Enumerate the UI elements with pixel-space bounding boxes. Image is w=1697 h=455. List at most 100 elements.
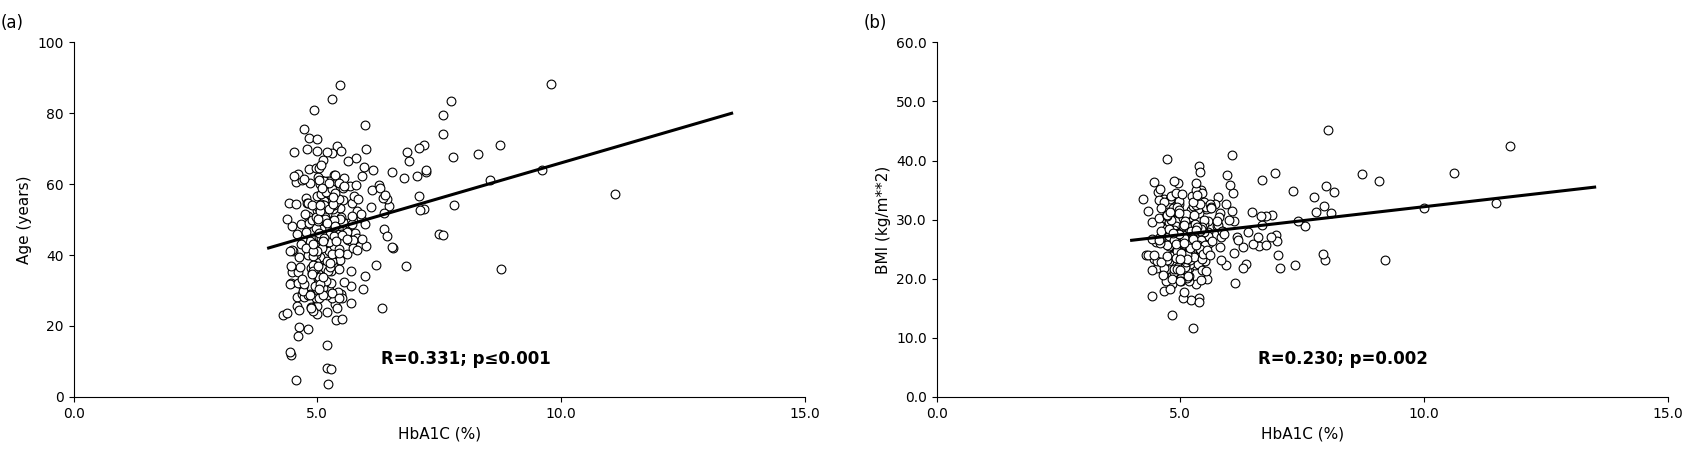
Point [282, 376, 309, 384]
Point [302, 164, 329, 172]
Point [1159, 275, 1186, 283]
Point [353, 146, 380, 153]
Point [375, 202, 402, 209]
Point [321, 233, 348, 240]
Point [424, 230, 451, 238]
Point [304, 203, 331, 211]
Point [1145, 197, 1173, 204]
Point [1208, 257, 1235, 264]
Point [344, 234, 372, 241]
Point [305, 229, 333, 237]
Point [378, 244, 406, 251]
Point [406, 145, 433, 152]
Point [295, 134, 322, 142]
Point [1164, 209, 1191, 216]
Point [1171, 214, 1198, 221]
Point [1171, 288, 1198, 295]
Point [319, 294, 346, 302]
Point [1266, 264, 1293, 271]
Point [305, 285, 333, 293]
Point [1174, 252, 1201, 259]
Point [1178, 206, 1205, 213]
Point [1178, 233, 1205, 240]
Point [305, 233, 333, 240]
Point [295, 212, 322, 219]
Point [1217, 182, 1244, 189]
Point [283, 303, 311, 310]
Point [309, 157, 336, 164]
Point [1169, 250, 1196, 257]
Point [312, 189, 339, 196]
Point [300, 253, 328, 260]
Point [295, 219, 322, 227]
Point [319, 201, 346, 208]
Point [283, 171, 311, 178]
Point [1193, 276, 1220, 283]
Point [1145, 237, 1173, 244]
Point [1196, 251, 1224, 258]
Point [1261, 169, 1288, 177]
Point [1162, 240, 1190, 248]
Point [1176, 245, 1203, 252]
Point [1171, 221, 1198, 228]
Point [1152, 252, 1179, 259]
Point [390, 174, 417, 181]
Point [1147, 204, 1174, 212]
Point [311, 213, 338, 221]
Point [1188, 225, 1215, 233]
Point [324, 305, 351, 312]
Point [1239, 240, 1266, 248]
Point [1166, 210, 1193, 217]
Point [1247, 221, 1274, 228]
Point [1139, 218, 1166, 226]
Point [1174, 274, 1201, 282]
Text: (b): (b) [864, 14, 888, 32]
Point [1166, 236, 1193, 243]
Point [1183, 179, 1210, 187]
Point [1181, 220, 1208, 227]
Point [1162, 222, 1190, 230]
Point [1151, 198, 1178, 206]
Point [304, 275, 331, 282]
Point [321, 243, 348, 250]
Point [1174, 236, 1201, 243]
Point [304, 303, 331, 310]
Point [1188, 190, 1215, 197]
Point [307, 176, 334, 183]
Point [302, 250, 329, 258]
Point [305, 217, 333, 224]
Point [333, 228, 360, 235]
Point [1168, 251, 1195, 258]
Point [1190, 220, 1217, 228]
Point [1239, 208, 1266, 215]
Point [321, 300, 348, 308]
Point [1207, 209, 1234, 217]
Point [312, 267, 339, 274]
Point [372, 191, 399, 198]
Point [1483, 199, 1510, 207]
Point [1145, 214, 1173, 221]
Point [1164, 179, 1191, 187]
Point [1179, 236, 1207, 243]
Point [1181, 256, 1208, 263]
Point [1183, 281, 1210, 288]
Point [311, 182, 338, 190]
Point [1166, 210, 1193, 217]
Point [529, 166, 557, 173]
Point [1310, 203, 1337, 210]
Point [1173, 258, 1200, 266]
Point [1179, 250, 1207, 258]
Point [1186, 255, 1213, 263]
Point [319, 206, 346, 213]
Point [1176, 248, 1203, 255]
Point [321, 217, 348, 224]
Point [1134, 207, 1161, 214]
X-axis label: HbA1C (%): HbA1C (%) [1261, 426, 1344, 441]
Point [338, 212, 365, 220]
Point [305, 215, 333, 222]
Point [1263, 232, 1290, 239]
Point [1208, 228, 1235, 235]
Point [1188, 277, 1215, 284]
Point [307, 207, 334, 215]
Point [307, 162, 334, 169]
